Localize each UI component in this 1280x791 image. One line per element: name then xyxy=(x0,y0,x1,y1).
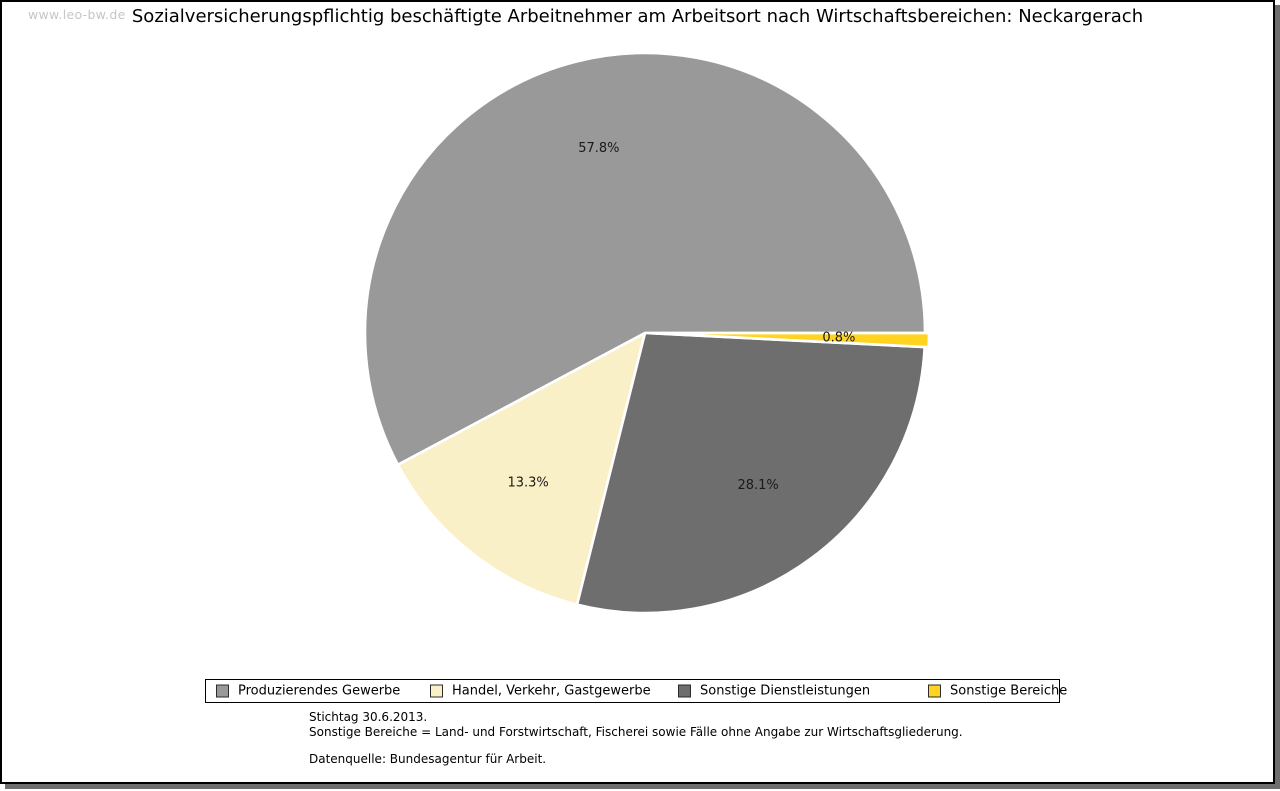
watermark: www.leo-bw.de xyxy=(28,7,126,22)
legend-item-label: Sonstige Bereiche xyxy=(950,683,1068,699)
pie-slice-sonstige-bereiche xyxy=(647,331,931,349)
legend-swatch-icon xyxy=(678,684,691,698)
legend-swatch-icon xyxy=(216,684,229,698)
legend-swatch-icon xyxy=(928,684,941,698)
legend-item: Produzierendes Gewerbe xyxy=(216,684,400,699)
pie-chart: 57.8% 13.3% 28.1% 0.8% xyxy=(345,33,945,633)
legend-item-label: Handel, Verkehr, Gastgewerbe xyxy=(452,683,651,699)
slice-percent-label: 0.8% xyxy=(822,330,855,345)
pie-slice-handel-verkehr-gastgewerbe xyxy=(396,331,647,606)
legend-item: Sonstige Bereiche xyxy=(928,684,1067,699)
legend-item-label: Produzierendes Gewerbe xyxy=(238,683,401,699)
footnote-stichtag: Stichtag 30.6.2013. xyxy=(309,710,428,724)
slice-percent-label: 28.1% xyxy=(737,478,778,493)
footnote-definition: Sonstige Bereiche = Land- und Forstwirts… xyxy=(309,724,963,739)
legend-item-label: Sonstige Dienstleistungen xyxy=(700,683,871,699)
legend-item: Handel, Verkehr, Gastgewerbe xyxy=(430,684,651,699)
slice-percent-label: 13.3% xyxy=(507,475,548,490)
legend-swatch-icon xyxy=(430,684,443,698)
slice-percent-label: 57.8% xyxy=(578,141,619,156)
page-title: Sozialversicherungspflichtig beschäftigt… xyxy=(131,6,1144,27)
pie-slice-produzierendes-gewerbe xyxy=(363,51,927,467)
legend-item: Sonstige Dienstleistungen xyxy=(678,684,870,699)
footnotes: Stichtag 30.6.2013. Sonstige Bereiche = … xyxy=(309,710,963,767)
legend: Produzierendes Gewerbe Handel, Verkehr, G… xyxy=(205,679,1067,703)
pie-slice-sonstige-dienstleistungen xyxy=(575,331,926,615)
footnote-source: Datenquelle: Bundesagentur für Arbeit. xyxy=(309,752,547,766)
